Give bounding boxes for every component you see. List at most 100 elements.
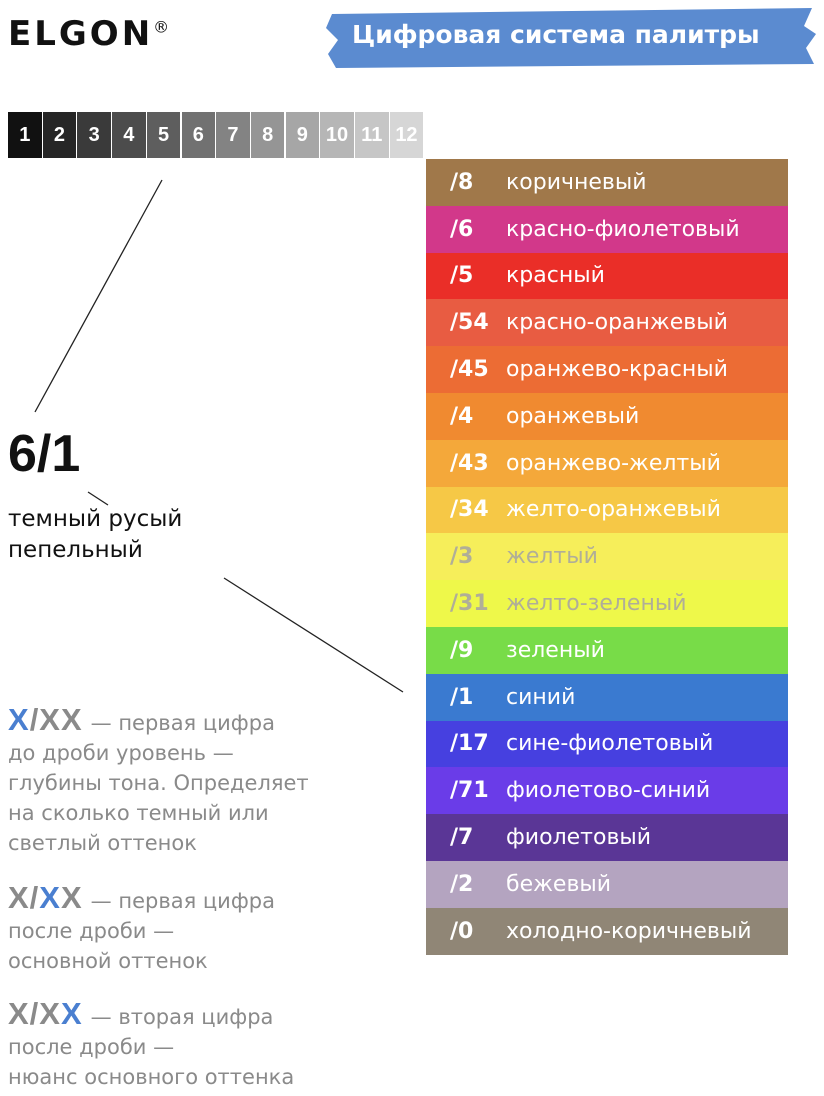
palette-code: /6	[450, 216, 474, 242]
note-code: X/	[8, 880, 40, 915]
note-text: глубины тона. Определяет	[8, 771, 309, 795]
palette-name: бежевый	[506, 871, 612, 897]
palette-code: /45	[450, 357, 489, 383]
palette-code: /7	[450, 825, 474, 851]
note: X/XX — первая цифра после дроби — основной …	[8, 880, 275, 976]
palette-code: /5	[450, 263, 474, 289]
note: X/XX — вторая цифра после дроби — нюанс осн…	[8, 996, 294, 1092]
palette-code: /4	[450, 403, 474, 429]
note-code: X	[60, 996, 83, 1031]
palette-row: /3 желтый	[426, 533, 788, 581]
palette-row: /17 сине-фиолетовый	[426, 720, 788, 768]
logo: ELGON®	[8, 14, 172, 54]
palette-code: /54	[450, 310, 489, 336]
note-first-line: X/XX — вторая цифра	[8, 996, 294, 1032]
connector	[87, 491, 109, 506]
note-text: основной оттенок	[8, 949, 208, 973]
palette-name: оранжево-желтый	[506, 450, 721, 476]
palette-code: /2	[450, 871, 474, 897]
connector	[223, 577, 404, 693]
example-code: 6/1	[8, 425, 81, 483]
level-box: 7	[216, 112, 250, 158]
palette-code: /3	[450, 544, 474, 570]
note-first-line: X/XX — первая цифра	[8, 702, 309, 738]
note-text: после дроби —	[8, 1035, 175, 1059]
palette-name: оранжево-красный	[506, 357, 728, 383]
palette-name: сине-фиолетовый	[506, 731, 714, 757]
banner-shape	[326, 8, 816, 68]
note-code: X	[60, 880, 83, 915]
level-box: 1	[8, 112, 42, 158]
palette-code: /9	[450, 637, 474, 663]
palette-name: желтый	[506, 544, 598, 570]
note-text: — вторая цифра	[90, 1005, 274, 1029]
palette-code: /34	[450, 497, 489, 523]
palette-row: /5 красный	[426, 252, 788, 300]
palette-code: /31	[450, 591, 489, 617]
palette-row: /2 бежевый	[426, 861, 788, 908]
palette-name: синий	[506, 684, 576, 710]
palette-row: /4 оранжевый	[426, 393, 788, 440]
palette-row: /7 фиолетовый	[426, 814, 788, 861]
logo-mark: ®	[153, 17, 173, 37]
note-text: светлый оттенок	[8, 831, 197, 855]
palette-name: красно-фиолетовый	[506, 216, 740, 242]
palette-row: /6 красно-фиолетовый	[426, 205, 788, 253]
level-box: 12	[389, 112, 424, 158]
palette-name: желто-зеленый	[506, 591, 687, 617]
note-text: — первая цифра	[90, 889, 275, 913]
note-text: — первая цифра	[90, 711, 275, 735]
palette-name: фиолетовый	[506, 825, 652, 851]
palette-code: /43	[450, 450, 489, 476]
palette-name: холодно-коричневый	[506, 918, 752, 944]
palette-code: /71	[450, 778, 489, 804]
palette-name: красно-оранжевый	[506, 310, 728, 336]
example-description: темный русый пепельный	[8, 504, 182, 566]
level-box: 9	[285, 112, 320, 158]
palette-name: фиолетово-синий	[506, 778, 711, 804]
palette-row: /31 желто-зеленый	[426, 580, 788, 627]
note-first-line: X/XX — первая цифра	[8, 880, 275, 916]
level-box: 5	[146, 112, 181, 158]
palette-row: /43 оранжево-желтый	[426, 439, 788, 487]
level-box: 11	[355, 112, 389, 158]
palette-name: зеленый	[506, 637, 605, 663]
palette-name: оранжевый	[506, 403, 640, 429]
note-text: после дроби —	[8, 919, 175, 943]
palette-row: /9 зеленый	[426, 627, 788, 674]
palette-row: /45 оранжево-красный	[426, 346, 788, 393]
palette-name: красный	[506, 263, 605, 289]
level-box: 8	[250, 112, 285, 158]
palette-code: /17	[450, 731, 489, 757]
brush	[326, 8, 816, 68]
palette-row: /54 красно-оранжевый	[426, 299, 788, 347]
palette-row: /8 коричневый	[426, 159, 788, 206]
description-line: пепельный	[8, 537, 143, 563]
note-code: X/X	[8, 996, 61, 1031]
palette-name: желто-оранжевый	[506, 497, 721, 523]
palette-row: /71 фиолетово-синий	[426, 767, 788, 815]
level-box: 6	[181, 112, 215, 158]
connector	[34, 179, 163, 413]
note-code: X	[39, 880, 61, 915]
note-text: до дроби уровень —	[8, 741, 234, 765]
palette-name: коричневый	[506, 169, 647, 195]
level-box: 4	[112, 112, 146, 158]
palette-row: /0 холодно-коричневый	[426, 907, 788, 955]
palette-code: /1	[450, 684, 474, 710]
palette-row: /1 синий	[426, 673, 788, 721]
level-box: 10	[320, 112, 354, 158]
note-text: на сколько темный или	[8, 801, 269, 825]
note: X/XX — первая цифра до дроби уровень — глуб…	[8, 702, 309, 858]
logo-text: ELGON	[8, 14, 154, 54]
note-code: X	[8, 702, 30, 737]
palette-code: /8	[450, 169, 474, 195]
palette-row: /34 желто-оранжевый	[426, 486, 788, 534]
note-text: нюанс основного оттенка	[8, 1065, 295, 1089]
banner-title: Цифровая система палитры	[352, 20, 760, 49]
level-box: 3	[77, 112, 111, 158]
description-line: темный русый	[8, 506, 183, 532]
palette-code: /0	[450, 918, 474, 944]
